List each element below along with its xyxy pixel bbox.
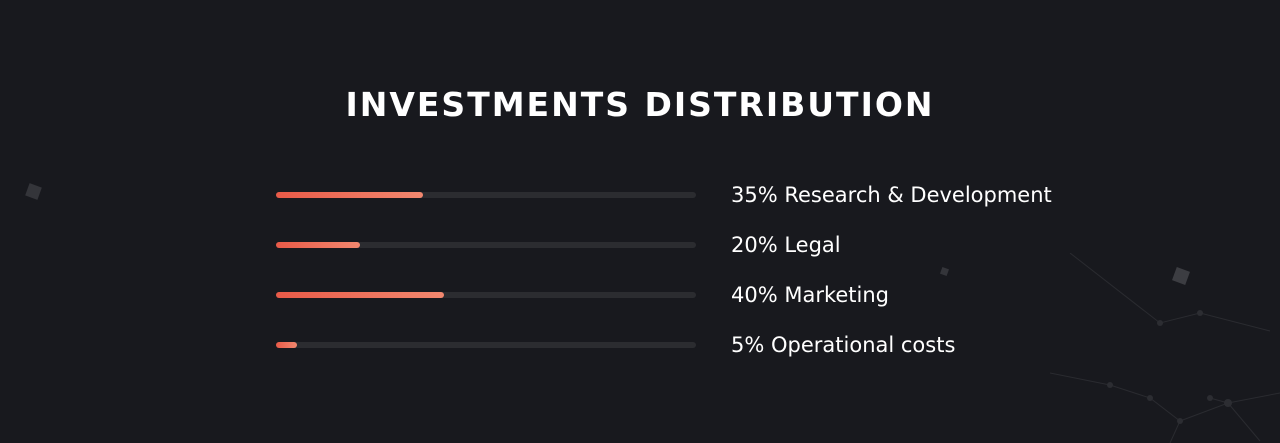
bar-track (276, 192, 696, 198)
bar-row: 20% Legal (276, 230, 1076, 260)
chart-title: INVESTMENTS DISTRIBUTION (345, 85, 935, 124)
bar-row: 5% Operational costs (276, 330, 1076, 360)
bar-label: 20% Legal (731, 233, 841, 257)
decorative-square (25, 183, 42, 200)
investment-distribution-chart: 35% Research & Development 20% Legal 40% M… (276, 180, 1076, 380)
bar-fill (276, 192, 423, 198)
bar-fill (276, 292, 444, 298)
bar-track (276, 242, 696, 248)
bar-fill (276, 242, 360, 248)
bar-fill (276, 342, 297, 348)
bar-track (276, 342, 696, 348)
bar-row: 40% Marketing (276, 280, 1076, 310)
bar-label: 40% Marketing (731, 283, 890, 307)
bar-label: 5% Operational costs (731, 333, 956, 357)
bar-row: 35% Research & Development (276, 180, 1076, 210)
bar-track (276, 292, 696, 298)
network-decoration (1050, 253, 1280, 443)
bar-label: 35% Research & Development (731, 183, 1052, 207)
